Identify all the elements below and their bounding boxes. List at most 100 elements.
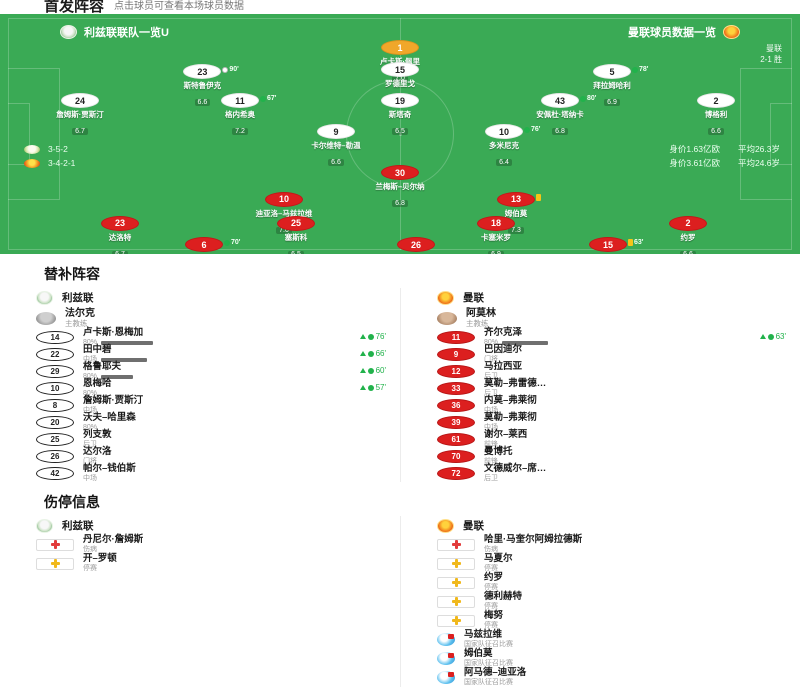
- pitch-player[interactable]: 9 卡尔维特–勒温 6.6: [299, 124, 373, 169]
- leeds-crest-icon: [36, 518, 53, 533]
- home-coach-row[interactable]: 法尔克 主教练: [36, 307, 392, 329]
- substitute-row[interactable]: 33 莫勒–弗雷德… 后卫: [437, 379, 792, 397]
- substitute-row[interactable]: 61 谢尔–莱西 前锋: [437, 430, 792, 448]
- pitch-player[interactable]: 2 博格利 6.6: [679, 93, 753, 138]
- injury-row[interactable]: 哈里·马奎尔阿姆拉德斯 伤病: [437, 535, 792, 554]
- player-shirt-number[interactable]: 15 63': [589, 237, 643, 253]
- player-shirt-number[interactable]: 26: [397, 237, 435, 253]
- player-shirt-number[interactable]: 10 76': [485, 124, 540, 140]
- pitch-player[interactable]: 11 67' 格内希奥 7.2: [203, 93, 277, 138]
- yellow-card-icon: [628, 239, 633, 247]
- pitch-player[interactable]: 2约罗 6.6: [651, 215, 725, 254]
- injury-row[interactable]: 阿马德–迪亚洛 国家队征召比赛: [437, 668, 792, 687]
- home-squad-value: 身价1.63亿欧: [669, 144, 720, 154]
- away-formation: 3-4-2-1: [48, 158, 76, 168]
- pitch: 利兹联联队一览U 曼联球员数据一览 曼联 2-1 胜 3-5-2 3-4-2-1…: [0, 14, 800, 254]
- substitute-row[interactable]: 10 恩梅哈 80% 57': [36, 379, 392, 397]
- substitute-row[interactable]: 22 田中碧 中场 66': [36, 345, 392, 363]
- player-shirt-number[interactable]: 23 90': [183, 64, 239, 80]
- pitch-player[interactable]: 19 斯塔奇 6.5: [363, 93, 437, 138]
- pitch-player[interactable]: 670'利桑德罗·马丁内斯7.0: [167, 237, 241, 254]
- away-coach-role: 主教练: [466, 319, 489, 328]
- player-shirt-number[interactable]: 30: [381, 165, 419, 181]
- pitch-player[interactable]: 10 76' 多米尼克 6.4: [467, 124, 541, 169]
- player-shirt-number[interactable]: 2: [669, 215, 707, 231]
- player-shirt-number[interactable]: 9: [317, 124, 355, 140]
- substitutes-away-column: 曼联 阿莫林 主教练 11 齐尔克泽 80% 63' 9 巴因迪尔 门将 12 马拉西亚 后卫 33…: [400, 288, 800, 482]
- injury-row[interactable]: 马兹拉维 国家队征召比赛: [437, 630, 792, 649]
- pitch-player[interactable]: 30 兰梅斯–贝尔纳 6.8: [363, 165, 437, 210]
- substitute-row[interactable]: 39 莫勒–弗莱彻 中场: [437, 413, 792, 431]
- substitute-row[interactable]: 25 列支敦 后卫: [36, 430, 392, 448]
- substitution-event: 76': [359, 332, 386, 341]
- player-name: 斯塔奇: [388, 110, 412, 120]
- pitch-away-team-header[interactable]: 曼联球员数据一览: [628, 24, 740, 40]
- player-shirt-number[interactable]: 23: [101, 215, 139, 231]
- player-shirt-number[interactable]: 11 67': [221, 93, 276, 109]
- substitute-row[interactable]: 12 马拉西亚 后卫: [437, 362, 792, 380]
- pitch-home-team-header[interactable]: 利兹联联队一览U: [60, 24, 169, 40]
- injury-away-team[interactable]: 曼联: [437, 516, 792, 535]
- substitute-row[interactable]: 36 内莫–弗莱彻 中场: [437, 396, 792, 414]
- pitch-player[interactable]: 23 90' 斯特鲁伊克 6.6: [165, 64, 239, 109]
- player-shirt-number[interactable]: 13: [497, 191, 541, 207]
- player-shirt-number[interactable]: 18: [477, 215, 515, 231]
- player-shirt-number[interactable]: 19: [381, 93, 419, 109]
- pitch-player[interactable]: 5 78' 拜拉姆哈利 6.9: [575, 64, 649, 109]
- away-coach-row[interactable]: 阿莫林 主教练: [437, 307, 792, 329]
- player-event-minute: 67': [267, 95, 277, 103]
- player-shirt-number[interactable]: 25: [277, 215, 315, 231]
- player-rating: 7.3: [508, 226, 524, 234]
- injury-row[interactable]: 德利赫特 停赛: [437, 592, 792, 611]
- injury-row[interactable]: 约罗 停赛: [437, 573, 792, 592]
- injury-player-name: 德利赫特: [484, 591, 523, 602]
- player-rating: 6.9: [604, 99, 620, 107]
- pitch-penalty-box-right: [740, 68, 792, 200]
- pitch-player[interactable]: 13 姆伯莫 7.3: [479, 191, 553, 237]
- player-shirt-number[interactable]: 2: [697, 93, 735, 109]
- injury-row[interactable]: 丹尼尔·詹姆斯 伤病: [36, 535, 392, 554]
- player-shirt-number[interactable]: 24: [61, 93, 99, 109]
- substitute-row[interactable]: 29 格鲁耶夫 80% 60': [36, 362, 392, 380]
- home-team-name: 利兹联联队一览U: [84, 27, 169, 39]
- substitute-row[interactable]: 8 詹姆斯·贾斯汀 中场: [36, 396, 392, 415]
- substitute-row[interactable]: 14 卢卡斯·恩梅加 80% 76': [36, 328, 392, 346]
- player-rating: 6.8: [552, 128, 568, 136]
- substitute-row[interactable]: 20 沃夫–哈里森 80%: [36, 413, 392, 432]
- injury-home-team[interactable]: 利兹联: [36, 516, 392, 535]
- player-shirt-number[interactable]: 6 70': [185, 237, 240, 253]
- cross-glyph: [50, 540, 60, 549]
- player-shirt-number[interactable]: 5 78': [593, 64, 648, 80]
- substitute-row[interactable]: 26 达尔洛 门将: [36, 447, 392, 465]
- player-shirt-number[interactable]: 43 80': [541, 93, 596, 109]
- substitute-row[interactable]: 11 齐尔克泽 80% 63': [437, 328, 792, 346]
- injury-row[interactable]: 梅努 停赛: [437, 611, 792, 630]
- substitutes-away-team[interactable]: 曼联: [437, 288, 792, 307]
- substitute-row[interactable]: 72 文德威尔–席… 后卫: [437, 464, 792, 482]
- injury-row[interactable]: 姆伯莫 国家队征召比赛: [437, 649, 792, 668]
- pitch-player[interactable]: 24 詹姆斯·贾斯汀 6.7: [43, 93, 117, 138]
- substitute-meta: 80%: [83, 423, 136, 432]
- manutd-crest-icon: [24, 158, 40, 168]
- substitute-info: 詹姆斯·贾斯汀 中场: [83, 396, 143, 415]
- pitch-player[interactable]: 43 80' 安佩杜·塔纳卡 6.8: [523, 93, 597, 138]
- substitute-row[interactable]: 9 巴因迪尔 门将: [437, 345, 792, 363]
- injury-reason: 伤病: [484, 546, 498, 553]
- player-shirt-number[interactable]: 10: [265, 191, 303, 207]
- substitution-icon: [767, 333, 774, 340]
- injury-row[interactable]: 马夏尔 停赛: [437, 554, 792, 573]
- player-shirt-number[interactable]: 1: [381, 40, 419, 56]
- substitute-row[interactable]: 70 曼博托 前锋: [437, 447, 792, 465]
- substitution-minute: 63': [775, 332, 786, 341]
- substitute-number: 70: [437, 450, 475, 463]
- substitute-row[interactable]: 42 帕尔–钱伯斯 中场: [36, 464, 392, 482]
- player-shirt-number[interactable]: 15: [381, 62, 419, 77]
- pitch-player[interactable]: 26沙什科·德里赫特7.1: [379, 237, 453, 254]
- pitch-player[interactable]: 10 迪亚洛–马兹拉维 7.0: [247, 191, 321, 237]
- substitutes-home-team[interactable]: 利兹联: [36, 288, 392, 307]
- injury-row[interactable]: 开–罗顿 停赛: [36, 554, 392, 573]
